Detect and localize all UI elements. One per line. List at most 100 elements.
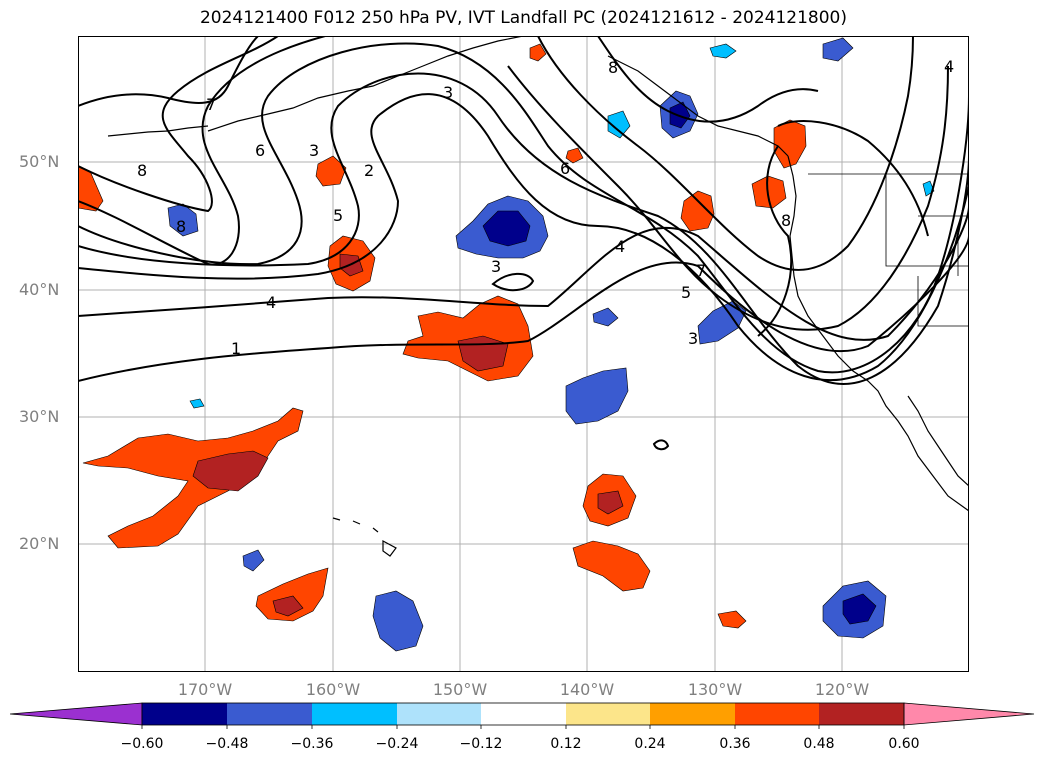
contour-label: 7 xyxy=(696,261,706,280)
contour-line-14 xyxy=(652,439,670,451)
contour-label: 1 xyxy=(231,339,241,358)
colorbar-swatch xyxy=(566,703,650,725)
contour-line-13 xyxy=(491,272,535,292)
ivt-contours xyxy=(78,36,969,451)
contour-label-group: 7 6 3 2 5 4 1 8 8 3 6 4 7 5 3 3 8 8 4 xyxy=(137,57,954,358)
lat-label: 20°N xyxy=(19,534,60,553)
contour-line-6 xyxy=(78,36,329,266)
lat-label: 30°N xyxy=(19,407,60,426)
pv-positive-region-small-3 xyxy=(565,147,584,164)
alaska-gulf-coastline xyxy=(607,55,789,157)
contour-label: 6 xyxy=(560,159,570,178)
colorbar-swatch xyxy=(481,703,566,725)
colorbar-tick-label: 0.12 xyxy=(550,736,582,752)
contour-line-1 xyxy=(78,235,969,382)
alaska-coastline xyxy=(207,36,524,132)
contour-label: 3 xyxy=(443,83,453,102)
coastlines xyxy=(107,36,969,557)
pv-negative-region-small-3 xyxy=(822,37,854,62)
lon-label: 160°W xyxy=(305,680,361,699)
colorbar-tick-label: −0.36 xyxy=(290,736,334,752)
pv-negative-region-small-1 xyxy=(592,307,619,327)
contour-label: 4 xyxy=(944,57,954,76)
baja-coastline xyxy=(907,395,969,487)
pv-strong-region-mid-south xyxy=(597,490,624,515)
aleutian-islands xyxy=(107,125,209,137)
gridlines xyxy=(78,36,969,672)
pv-positive-region-south-center xyxy=(572,540,651,592)
contour-label: 3 xyxy=(309,141,319,160)
contour-label: 7 xyxy=(206,95,216,114)
colorbar-swatch xyxy=(227,703,312,725)
pv-negative-region-small-4 xyxy=(607,110,631,139)
pv-negative-shading xyxy=(167,37,935,652)
pv-strong-region-south-west xyxy=(272,595,304,617)
contour-line-2 xyxy=(78,205,969,341)
colorbar-swatch xyxy=(735,703,819,725)
pv-positive-region-east xyxy=(680,190,715,232)
contour-line-11 xyxy=(597,36,819,123)
map-title: 2024121400 F012 250 hPa PV, IVT Landfall… xyxy=(199,8,847,28)
contour-label: 2 xyxy=(364,161,374,180)
colorbar-high-extend xyxy=(903,702,1035,726)
lon-label: 120°W xyxy=(814,680,870,699)
pv-very-negative-region-central xyxy=(482,210,531,247)
contour-label: 6 xyxy=(255,141,265,160)
colorbar-swatch xyxy=(142,703,227,725)
pv-strong-region-west-pacific xyxy=(192,450,269,492)
contour-label: 4 xyxy=(615,237,625,256)
contour-label: 8 xyxy=(176,217,186,236)
colorbar-swatch xyxy=(819,703,904,725)
lon-label: 170°W xyxy=(177,680,233,699)
contour-line-4 xyxy=(78,72,969,385)
colorbar-tick-label: −0.12 xyxy=(459,736,503,752)
pv-negative-region-south xyxy=(372,590,424,652)
pv-very-negative-region-southeast xyxy=(842,593,877,625)
pv-negative-region-west xyxy=(167,203,199,237)
pv-positive-region-top-left xyxy=(315,155,347,187)
contour-line-10 xyxy=(537,36,914,271)
contour-label: 3 xyxy=(491,257,501,276)
colorbar-tick-label: 0.48 xyxy=(803,736,835,752)
colorbar-low-extend xyxy=(10,702,143,726)
pv-negative-region-small-7 xyxy=(189,398,205,409)
contour-label: 5 xyxy=(681,283,691,302)
contour-line-9 xyxy=(507,65,949,331)
hawaii-islands xyxy=(332,517,397,557)
lon-label: 140°W xyxy=(559,680,615,699)
contour-line-12 xyxy=(757,145,793,337)
pv-negative-region-small-2 xyxy=(242,549,265,572)
contour-line-7 xyxy=(78,36,279,213)
pv-negative-region-small-5 xyxy=(709,43,737,59)
pv-positive-shading xyxy=(78,43,807,629)
contour-label: 5 xyxy=(333,206,343,225)
contour-line-15 xyxy=(777,120,929,237)
colorbar-swatch xyxy=(650,703,735,725)
contour-line-5 xyxy=(78,42,969,374)
pv-positive-region-south-west xyxy=(255,567,329,622)
colorbar-tick-label: 0.60 xyxy=(888,736,920,752)
colorbar-tick-label: −0.48 xyxy=(205,736,249,752)
pv-negative-region-mid xyxy=(565,367,629,425)
north-america-coastline xyxy=(787,155,969,512)
contour-label: 3 xyxy=(688,329,698,348)
colorbar-tick-label: −0.60 xyxy=(120,736,164,752)
contour-line-3 xyxy=(78,93,969,381)
lat-label: 50°N xyxy=(19,152,60,171)
lat-label: 40°N xyxy=(19,280,60,299)
colorbar-swatch xyxy=(312,703,397,725)
colorbar-swatch xyxy=(397,703,481,725)
pv-positive-region-small-1 xyxy=(717,610,747,629)
contour-label: 8 xyxy=(137,161,147,180)
lon-label: 150°W xyxy=(432,680,488,699)
pv-positive-region-small-2 xyxy=(529,43,547,62)
country-state-borders xyxy=(808,173,969,327)
contour-line-8 xyxy=(78,36,259,107)
colorbar-tick-label: −0.24 xyxy=(375,736,419,752)
colorbar-tick-label: 0.24 xyxy=(634,736,666,752)
contour-label: 8 xyxy=(608,58,618,77)
lon-label: 130°W xyxy=(687,680,743,699)
contour-label: 8 xyxy=(781,211,791,230)
colorbar-tick-label: 0.36 xyxy=(719,736,751,752)
contour-label: 4 xyxy=(266,293,276,312)
